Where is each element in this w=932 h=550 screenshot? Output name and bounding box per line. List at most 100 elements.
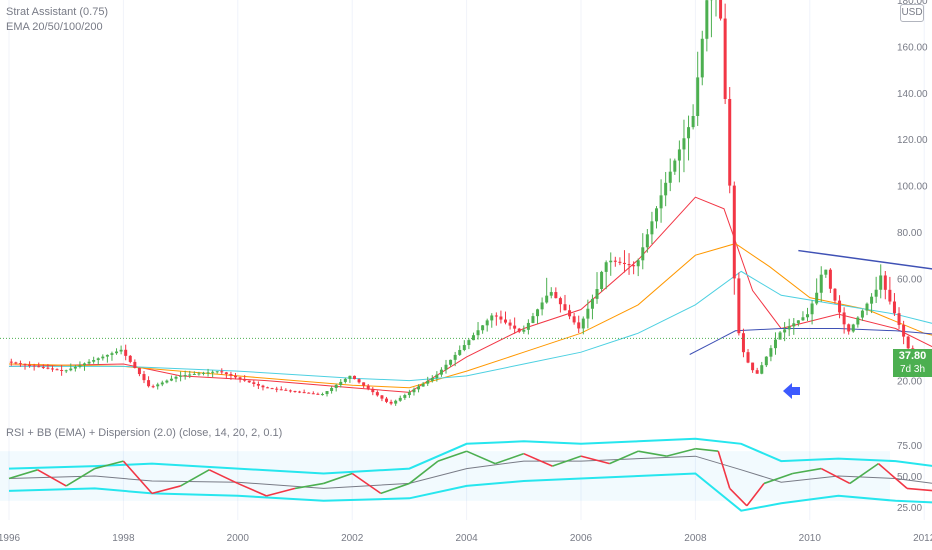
candle-body bbox=[78, 365, 82, 367]
candle-body bbox=[183, 375, 187, 377]
rsi-segment bbox=[466, 450, 496, 465]
candle-body bbox=[64, 370, 68, 372]
candle-body bbox=[343, 378, 347, 382]
x-tick-label: 2012 bbox=[913, 533, 932, 544]
y-tick-label: 100.00 bbox=[897, 182, 928, 193]
candle-body bbox=[476, 330, 480, 336]
arrow-icon bbox=[783, 383, 800, 399]
candle-body bbox=[243, 379, 247, 381]
candle-body bbox=[398, 397, 402, 401]
candle-body bbox=[385, 398, 389, 402]
candle-body bbox=[796, 320, 800, 324]
currency-button[interactable]: USD bbox=[900, 4, 924, 22]
rsi-segment bbox=[717, 450, 731, 489]
bb-basis-line bbox=[8, 455, 932, 489]
candle-body bbox=[627, 264, 631, 266]
candle-body bbox=[316, 393, 320, 395]
candle-body bbox=[270, 388, 274, 390]
candle-body bbox=[673, 160, 677, 172]
candle-body bbox=[563, 304, 567, 311]
candle-body bbox=[160, 382, 164, 385]
candle-body bbox=[394, 400, 398, 404]
candle-body bbox=[540, 302, 544, 310]
rsi-segment bbox=[580, 455, 610, 465]
candle-body bbox=[261, 385, 265, 388]
candle-body bbox=[165, 380, 169, 383]
candle-body bbox=[334, 384, 338, 388]
candle-body bbox=[362, 382, 366, 386]
candle-body bbox=[18, 363, 22, 365]
candle-body bbox=[824, 269, 828, 275]
candle-body bbox=[311, 393, 315, 395]
rsi-segment bbox=[820, 467, 851, 485]
rsi-segment bbox=[8, 469, 38, 480]
rsi-segment bbox=[151, 485, 181, 495]
candle-body bbox=[503, 319, 507, 323]
candle-body bbox=[284, 389, 288, 391]
ema-legend[interactable]: EMA 20/50/100/200 bbox=[6, 21, 103, 33]
y-tick-label: 120.00 bbox=[897, 135, 928, 146]
candle-body bbox=[741, 333, 745, 353]
rsi-segment bbox=[552, 455, 582, 467]
candle-body bbox=[211, 371, 215, 373]
candle-body bbox=[568, 310, 572, 317]
candle-body bbox=[600, 271, 604, 290]
candle-body bbox=[462, 345, 466, 350]
candle-body bbox=[609, 260, 613, 263]
candle-body bbox=[590, 298, 594, 309]
rsi-segment bbox=[849, 462, 879, 485]
candle-body bbox=[577, 322, 581, 329]
candle-body bbox=[513, 325, 517, 329]
candle-body bbox=[897, 313, 901, 325]
candle-body bbox=[421, 383, 425, 387]
x-tick-label: 2004 bbox=[455, 533, 478, 544]
candle-body bbox=[792, 323, 796, 327]
candle-body bbox=[595, 289, 599, 299]
rsi-segment bbox=[380, 482, 410, 495]
x-tick-label: 1998 bbox=[112, 533, 135, 544]
rsi-segment bbox=[523, 452, 553, 467]
candle-body bbox=[87, 361, 91, 364]
candle-body bbox=[572, 316, 576, 323]
candle-body bbox=[435, 374, 439, 378]
candle-body bbox=[151, 386, 155, 388]
candle-body bbox=[206, 372, 210, 374]
candle-body bbox=[485, 320, 489, 326]
candle-body bbox=[449, 359, 453, 365]
grid-layer bbox=[8, 0, 925, 520]
candle-body bbox=[293, 390, 297, 392]
candle-body bbox=[668, 171, 672, 183]
rsi-segment bbox=[729, 487, 748, 507]
candle-body bbox=[23, 363, 27, 365]
candle-body bbox=[229, 374, 233, 376]
candle-body bbox=[490, 315, 494, 321]
candle-body bbox=[417, 386, 421, 390]
candle-body bbox=[174, 376, 178, 379]
rsi-legend[interactable]: RSI + BB (EMA) + Dispersion (2.0) (close… bbox=[6, 427, 283, 439]
candle-body bbox=[549, 292, 553, 296]
candle-body bbox=[224, 372, 228, 375]
candle-body bbox=[723, 18, 727, 99]
candle-body bbox=[302, 392, 306, 394]
x-tick-label: 2010 bbox=[799, 533, 822, 544]
candle-body bbox=[389, 401, 393, 404]
candle-body bbox=[531, 316, 535, 323]
rsi-segment bbox=[792, 467, 822, 475]
candle-body bbox=[842, 312, 846, 325]
candle-body bbox=[471, 335, 475, 341]
candle-body bbox=[508, 322, 512, 326]
x-tick-label: 1996 bbox=[0, 533, 21, 544]
rsi-segment bbox=[746, 482, 765, 507]
candle-body bbox=[110, 353, 114, 355]
descending-trendline[interactable] bbox=[798, 249, 932, 360]
strategy-legend[interactable]: Strat Assistant (0.75) bbox=[6, 6, 109, 18]
rsi-segment bbox=[695, 447, 719, 452]
candle-body bbox=[197, 373, 201, 375]
candle-body bbox=[819, 274, 823, 293]
rsi-segment bbox=[666, 447, 696, 457]
candle-body bbox=[50, 368, 54, 370]
candle-body bbox=[252, 382, 256, 384]
rsi-segment bbox=[266, 487, 296, 497]
